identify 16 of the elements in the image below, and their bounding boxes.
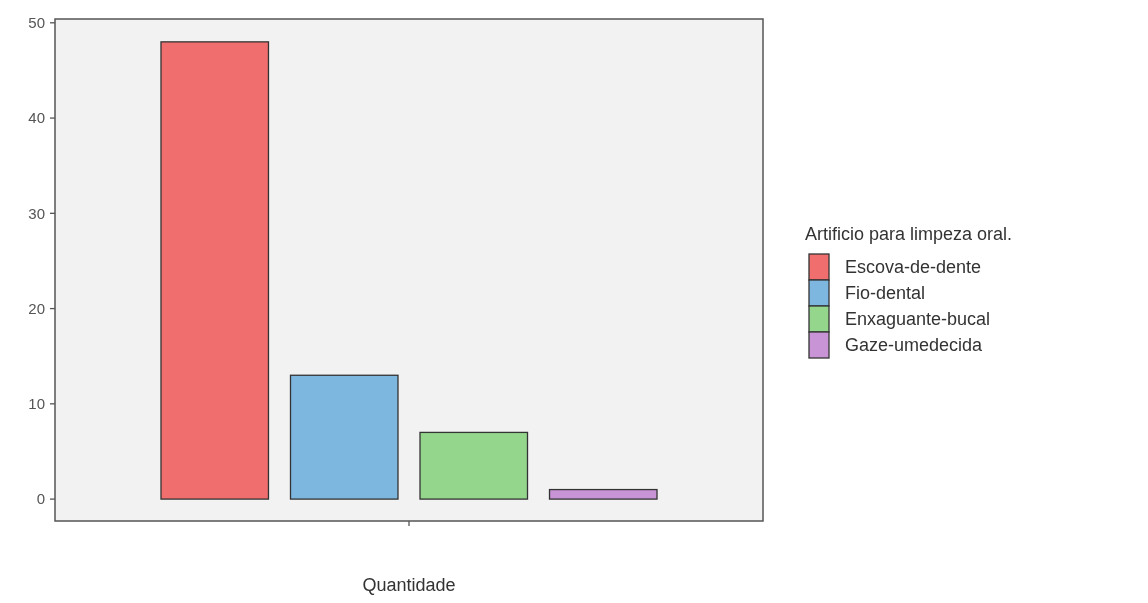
y-tick-label: 40	[28, 109, 45, 127]
y-tick-label: 0	[36, 490, 45, 508]
x-axis-title: Quantidade	[362, 575, 456, 595]
y-tick-label: 10	[28, 395, 45, 413]
bar	[289, 374, 399, 500]
bar	[160, 41, 270, 500]
legend-label: Fio-dental	[845, 283, 926, 304]
bar	[419, 431, 529, 500]
y-tick-label: 30	[28, 204, 45, 222]
legend-label: Escova-de-dente	[845, 257, 982, 278]
y-tick-label: 50	[28, 14, 45, 32]
bar	[548, 488, 658, 500]
legend-label: Enxaguante-bucal	[845, 309, 991, 330]
y-tick-label: 20	[28, 299, 45, 317]
legend-title: Artificio para limpeza oral.	[805, 224, 1013, 244]
legend-label: Gaze-umedecida	[845, 335, 984, 356]
